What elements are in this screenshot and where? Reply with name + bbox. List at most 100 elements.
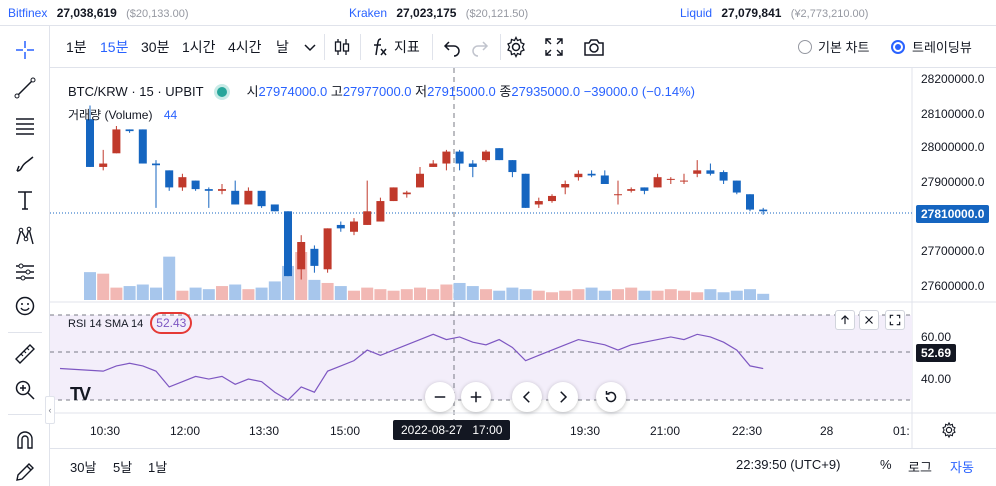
settings-gear-icon[interactable] <box>940 421 958 439</box>
candle-body[interactable] <box>759 209 768 212</box>
measure-tool[interactable] <box>9 340 41 368</box>
basic-chart-radio[interactable] <box>798 40 812 54</box>
gear-icon[interactable] <box>504 35 528 59</box>
chevron-down-icon[interactable] <box>298 35 322 59</box>
range-1d[interactable]: 1날 <box>148 460 168 475</box>
maximize-pane-button[interactable] <box>885 310 905 330</box>
ticker-kraken[interactable]: Kraken 27,023,175 ($20,121.50) <box>349 6 528 20</box>
candle-body[interactable] <box>231 190 240 205</box>
candle-body[interactable] <box>112 129 121 154</box>
scroll-right-button[interactable] <box>548 382 578 412</box>
interval-30m[interactable]: 30분 <box>141 39 170 55</box>
tradingview-label[interactable]: 트레이딩뷰 <box>912 40 972 55</box>
volume-label[interactable]: 거래량 (Volume) <box>68 108 153 122</box>
candle-body[interactable] <box>693 170 702 174</box>
symbol-label[interactable]: BTC/KRW · 15 · UPBIT <box>68 84 204 99</box>
percent-toggle[interactable]: % <box>880 457 892 472</box>
reset-chart-button[interactable] <box>596 382 626 412</box>
redo-icon[interactable] <box>468 35 492 59</box>
candle-body[interactable] <box>416 173 424 188</box>
ticker-bitfinex[interactable]: Bitfinex 27,038,619 ($20,133.00) <box>8 6 189 20</box>
auto-toggle[interactable]: 자동 <box>950 460 974 475</box>
candle-body[interactable] <box>600 175 609 184</box>
rsi-label[interactable]: RSI 14 SMA 14 <box>68 318 144 330</box>
market-status-dot[interactable] <box>216 87 227 97</box>
candle-body[interactable] <box>640 187 649 191</box>
clock[interactable]: 22:39:50 (UTC+9) <box>736 457 841 472</box>
fullscreen-icon[interactable] <box>542 35 566 59</box>
range-5d[interactable]: 5날 <box>113 460 133 475</box>
candle-body[interactable] <box>429 163 438 167</box>
toolbar-collapse-button[interactable]: ‹ <box>45 396 55 424</box>
chart-area[interactable]: BTC/KRW · 15 · UPBIT 시27974000.0 고279770… <box>50 68 996 486</box>
candle-body[interactable] <box>86 119 94 167</box>
zoom-tool[interactable] <box>9 376 41 404</box>
tradingview-radio[interactable] <box>891 40 905 54</box>
ticker-liquid[interactable]: Liquid 27,079,841 (¥2,773,210.00) <box>680 6 868 20</box>
candle-body[interactable] <box>270 204 279 212</box>
candle-body[interactable] <box>310 248 319 266</box>
candle-body[interactable] <box>138 129 147 164</box>
pattern-tool[interactable] <box>9 222 41 250</box>
candle-body[interactable] <box>680 180 688 182</box>
candle-body[interactable] <box>666 178 675 180</box>
candle-body[interactable] <box>244 190 253 205</box>
crosshair-tool[interactable] <box>9 36 41 64</box>
move-pane-up-button[interactable] <box>835 310 855 330</box>
candle-body[interactable] <box>614 194 622 196</box>
zoom-out-button[interactable] <box>425 382 455 412</box>
candle-body[interactable] <box>732 180 741 193</box>
candle-body[interactable] <box>178 177 187 188</box>
candle-body[interactable] <box>165 170 174 188</box>
candle-body[interactable] <box>257 190 266 207</box>
log-toggle[interactable]: 로그 <box>908 460 932 475</box>
candle-body[interactable] <box>336 224 345 229</box>
candle-body[interactable] <box>455 151 464 164</box>
undo-icon[interactable] <box>440 35 464 59</box>
candle-body[interactable] <box>191 180 200 190</box>
interval-1m[interactable]: 1분 <box>66 39 87 55</box>
interval-15m[interactable]: 15분 <box>100 39 129 55</box>
candle-body[interactable] <box>495 148 504 161</box>
candle-body[interactable] <box>442 151 451 164</box>
candle-body[interactable] <box>99 163 108 167</box>
candle-body[interactable] <box>297 242 306 270</box>
candle-body[interactable] <box>587 173 596 176</box>
candle-body[interactable] <box>482 151 490 161</box>
close-pane-button[interactable] <box>859 310 879 330</box>
candle-body[interactable] <box>508 160 517 173</box>
candle-body[interactable] <box>218 189 226 191</box>
interval-day[interactable]: 날 <box>276 39 289 55</box>
interval-1h[interactable]: 1시간 <box>182 39 216 55</box>
tradingview-logo[interactable]: TV <box>70 384 91 404</box>
trendline-tool[interactable] <box>9 74 41 102</box>
candle-body[interactable] <box>534 201 543 205</box>
candle-body[interactable] <box>719 172 728 181</box>
candle-body[interactable] <box>402 192 411 195</box>
candle-body[interactable] <box>521 173 530 208</box>
brush-tool[interactable] <box>9 150 41 178</box>
candle-body[interactable] <box>548 195 556 202</box>
indicators-button[interactable]: 지표 <box>394 39 420 55</box>
candles-icon[interactable] <box>330 35 354 59</box>
camera-icon[interactable] <box>582 35 606 59</box>
candle-body[interactable] <box>152 163 160 166</box>
scroll-left-button[interactable] <box>512 382 542 412</box>
basic-chart-label[interactable]: 기본 차트 <box>818 40 870 55</box>
candle-body[interactable] <box>468 163 477 167</box>
emoji-tool[interactable] <box>9 292 41 320</box>
candle-body[interactable] <box>389 187 398 202</box>
text-tool[interactable] <box>9 186 41 214</box>
candle-body[interactable] <box>706 170 715 174</box>
draw-mode-tool[interactable] <box>9 458 41 486</box>
function-icon[interactable] <box>368 35 392 59</box>
candle-body[interactable] <box>627 189 636 191</box>
candle-body[interactable] <box>653 177 662 188</box>
zoom-in-button[interactable] <box>461 382 491 412</box>
candle-body[interactable] <box>125 129 134 132</box>
candle-body[interactable] <box>363 211 372 225</box>
interval-4h[interactable]: 4시간 <box>228 39 262 55</box>
candle-body[interactable] <box>350 221 358 232</box>
candle-body[interactable] <box>574 173 583 178</box>
fib-tool[interactable] <box>9 112 41 140</box>
